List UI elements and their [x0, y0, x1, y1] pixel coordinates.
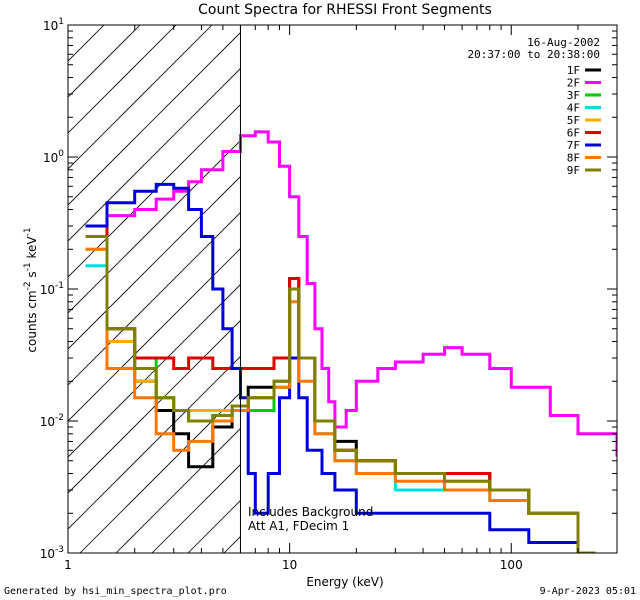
chart-title: Count Spectra for RHESSI Front Segments [198, 2, 492, 18]
axis-ticks [67, 25, 618, 554]
legend-label-9F: 9F [567, 164, 580, 177]
legend-label-3F: 3F [567, 89, 580, 102]
legend-label-6F: 6F [567, 127, 580, 140]
timestamp-label: 9-Apr-2023 05:01 [540, 586, 636, 597]
x-tick-label-1: 1 [64, 558, 72, 572]
hatch-line [68, 25, 105, 62]
generated-by-label: Generated by hsi_min_spectra_plot.pro [4, 586, 227, 597]
y-tick-labels: 10-3 10-2 10-1 100 101 [40, 17, 65, 561]
hatch-line [79, 391, 241, 553]
hatch-line [68, 355, 241, 530]
series-9F-line [85, 235, 596, 553]
hatch-line [68, 103, 241, 278]
y-tick-label: 10-2 [40, 413, 64, 429]
y-tick-label: 100 [43, 149, 64, 165]
x-tick-label-10: 10 [282, 558, 297, 572]
background-note: Includes Background [248, 505, 373, 519]
hatched-region [68, 25, 241, 553]
series-7F-line [85, 182, 596, 553]
x-tick-label-100: 100 [500, 558, 523, 572]
hatch-line [115, 427, 241, 553]
hatch-line [68, 175, 241, 350]
time-range-label: 20:37:00 to 20:38:00 [468, 48, 600, 61]
x-axis-label: Energy (keV) [306, 575, 383, 589]
series-6F-line [85, 224, 596, 553]
hatch-line [68, 211, 241, 386]
hatch-line [68, 283, 241, 458]
y-tick-label: 10-1 [40, 281, 64, 297]
legend-label-2F: 2F [567, 77, 580, 90]
legend-label-4F: 4F [567, 102, 580, 115]
hatch-line [68, 247, 241, 422]
hatch-line [68, 25, 141, 98]
legend-label-1F: 1F [567, 64, 580, 77]
y-axis-label: counts cm-2 s-1 keV-1 [23, 227, 39, 352]
legend-label-5F: 5F [567, 114, 580, 127]
hatch-line [68, 25, 177, 134]
legend-label-7F: 7F [567, 139, 580, 152]
hatch-line [68, 31, 241, 206]
hatch-line [68, 139, 241, 314]
hatch-line [68, 319, 241, 494]
hatch-line [68, 25, 213, 170]
attenuator-note: Att A1, FDecim 1 [248, 519, 349, 533]
series-layer [85, 130, 617, 553]
date-label: 16-Aug-2002 [527, 36, 600, 49]
series-2F-line [85, 130, 617, 457]
y-tick-label: 101 [43, 17, 64, 33]
y-tick-label: 10-3 [40, 545, 64, 561]
legend-label-8F: 8F [567, 152, 580, 165]
